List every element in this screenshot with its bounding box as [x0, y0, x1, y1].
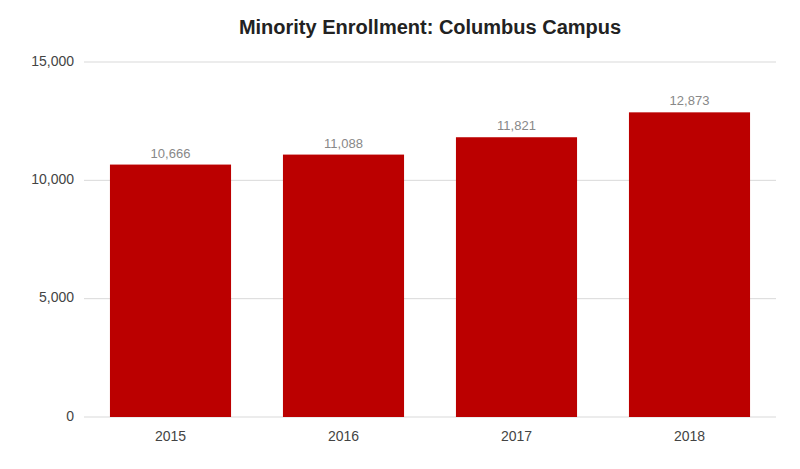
x-tick-label: 2018: [674, 428, 705, 444]
bar: [629, 112, 750, 417]
data-label: 11,088: [324, 136, 363, 151]
title: Minority Enrollment: Columbus Campus: [239, 16, 621, 38]
bar: [456, 137, 577, 417]
x-tick-label: 2017: [501, 428, 532, 444]
data-label: 11,821: [497, 118, 536, 133]
y-tick-label: 10,000: [31, 171, 74, 187]
data-label: 10,666: [151, 146, 191, 161]
bar: [283, 155, 404, 417]
chart-container: Minority Enrollment: Columbus Campus 0 5,0…: [0, 0, 800, 469]
data-labels: 10,666 11,088 11,821 12,873: [151, 93, 710, 160]
data-label: 12,873: [670, 93, 710, 108]
grid-line: [84, 62, 776, 63]
y-tick-label: 5,000: [39, 289, 74, 305]
chart: Minority Enrollment: Columbus Campus 0 5,0…: [0, 0, 800, 469]
grid: [84, 62, 776, 417]
y-tick-label: 15,000: [31, 53, 74, 69]
x-axis: 2015 2016 2017 2018: [155, 428, 705, 444]
bar: [110, 165, 231, 417]
y-tick-label: 0: [66, 408, 74, 424]
background: [0, 0, 800, 469]
x-tick-label: 2015: [155, 428, 186, 444]
y-axis: 0 5,000 10,000 15,000: [31, 53, 74, 424]
bars: [110, 112, 750, 417]
x-tick-label: 2016: [328, 428, 359, 444]
